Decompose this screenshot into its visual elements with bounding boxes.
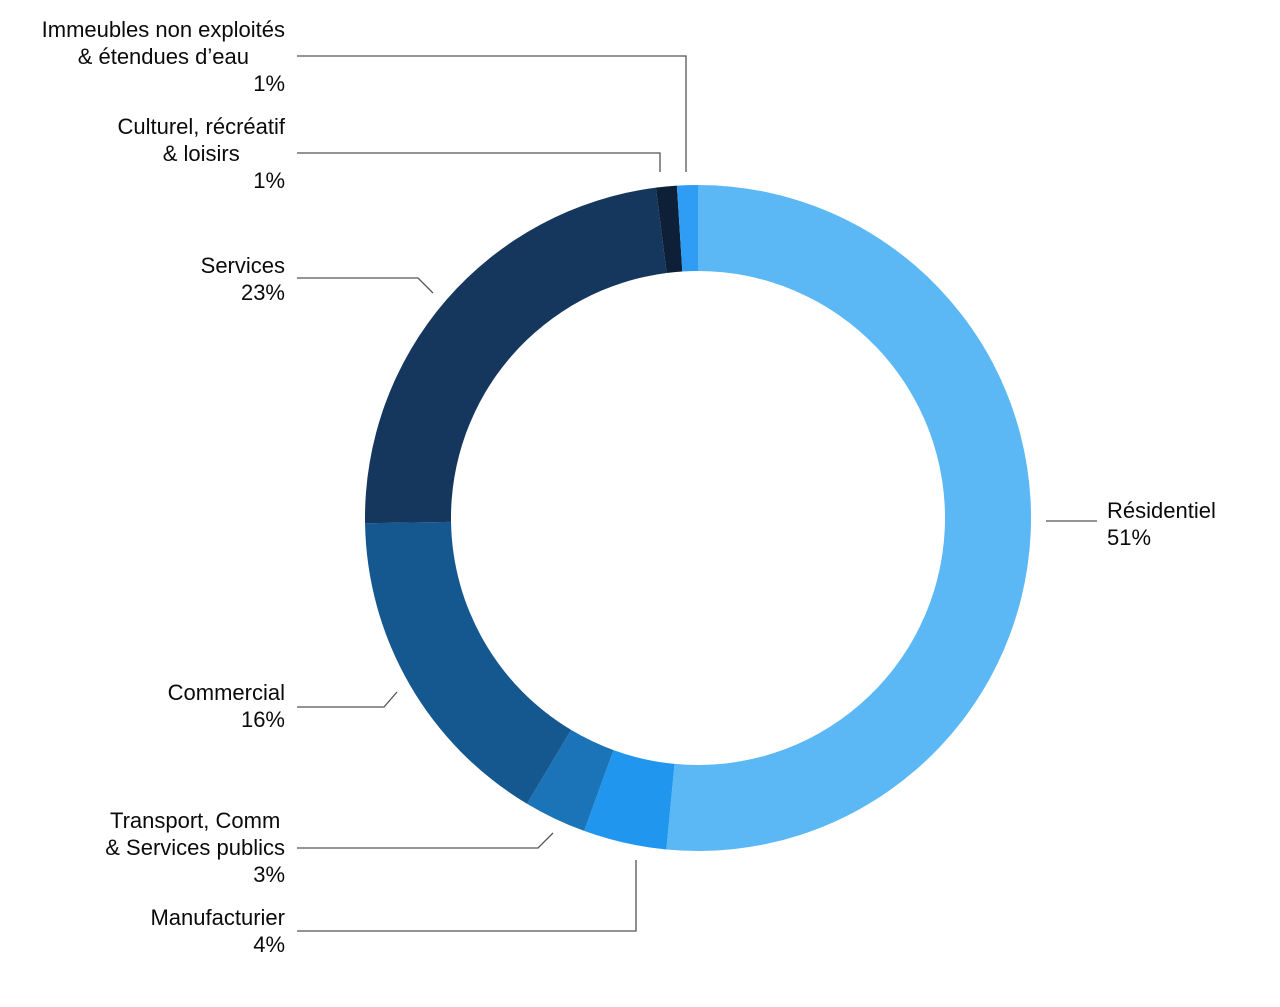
slice-percentage-culturel: 1%	[253, 168, 285, 193]
donut-slice-manufacturier	[584, 750, 675, 850]
slice-label-culturel: Culturel, récréatif & loisirs	[117, 114, 285, 166]
donut-slice-residentiel	[666, 185, 1032, 851]
leader-line-commercial	[297, 691, 398, 708]
slice-label-residentiel: Résidentiel	[1107, 498, 1216, 523]
slice-percentage-services: 23%	[240, 280, 285, 305]
leader-line-services	[297, 277, 434, 294]
donut-slice-transport	[526, 729, 614, 831]
label-commercial: Commercial 16%	[168, 679, 285, 733]
leader-line-culturel	[297, 152, 661, 172]
label-services: Services 23%	[201, 252, 285, 306]
label-residentiel: Résidentiel 51%	[1107, 497, 1216, 551]
slice-label-services: Services	[200, 253, 285, 278]
leader-line-manufacturier	[297, 860, 637, 932]
donut-slice-commercial	[365, 521, 572, 804]
slice-label-manufacturier: Manufacturier	[150, 905, 285, 930]
slice-percentage-immeubles: 1%	[253, 71, 285, 96]
donut-slice-culturel	[655, 185, 683, 273]
donut-slice-immeubles	[676, 185, 698, 272]
label-manufacturier: Manufacturier 4%	[150, 904, 285, 958]
label-culturel: Culturel, récréatif & loisirs 1%	[117, 113, 285, 194]
slice-percentage-transport: 3%	[253, 862, 285, 887]
slice-percentage-manufacturier: 4%	[253, 932, 285, 957]
slice-label-commercial: Commercial	[167, 680, 285, 705]
leader-line-immeubles	[297, 55, 687, 172]
slice-percentage-residentiel: 51%	[1107, 525, 1152, 550]
slice-percentage-commercial: 16%	[240, 707, 285, 732]
leader-line-transport	[297, 832, 554, 849]
slice-label-transport: Transport, Comm & Services publics	[105, 808, 285, 860]
donut-slice-services	[364, 187, 667, 524]
label-immeubles: Immeubles non exploités & étendues d’eau…	[42, 16, 285, 97]
slice-label-immeubles: Immeubles non exploités & étendues d’eau	[41, 17, 285, 69]
label-transport: Transport, Comm & Services publics 3%	[105, 807, 285, 888]
